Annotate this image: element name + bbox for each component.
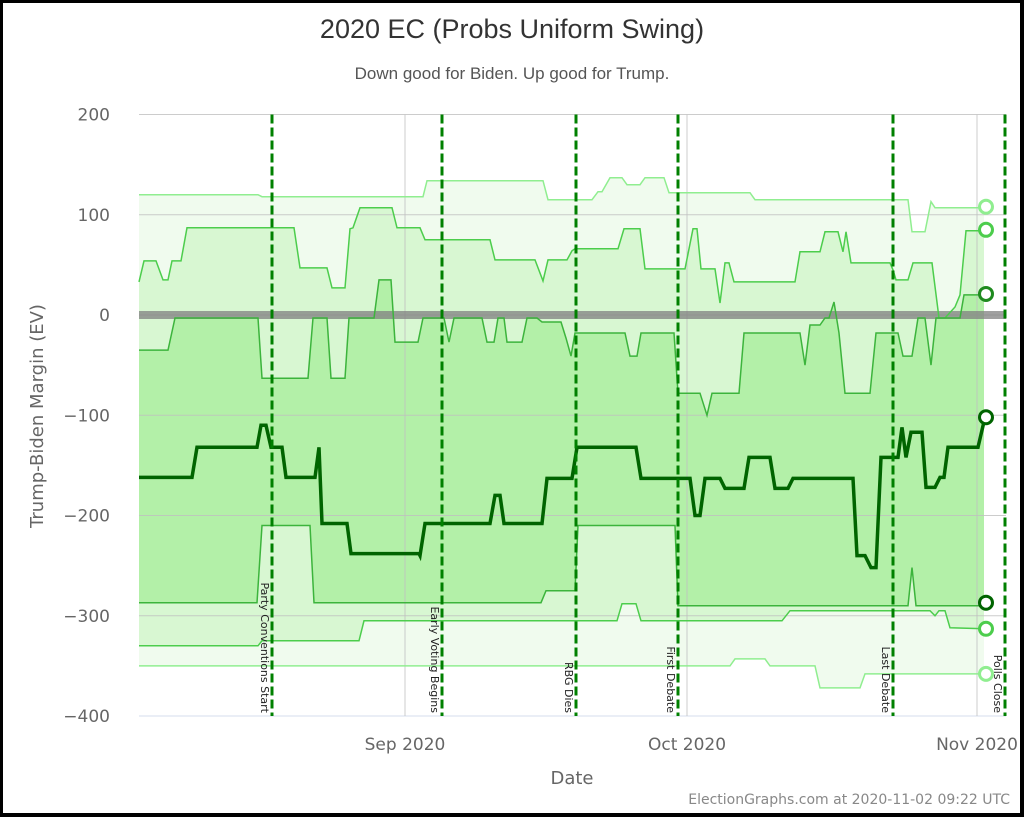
series-line-inner-upper [139, 279, 984, 419]
event-label: Last Debate [879, 647, 892, 714]
zero-line [139, 311, 1006, 319]
event-label: RBG Dies [562, 662, 575, 713]
series-line-mid-lower [139, 602, 985, 647]
endpoint-marker[interactable] [978, 594, 994, 611]
x-tick-label: Nov 2020 [936, 735, 1018, 755]
y-tick-label: −300 [63, 607, 110, 627]
event-label: First Debate [664, 646, 677, 713]
y-tick-label: −400 [63, 707, 110, 727]
event-label: Early Voting Begins [428, 606, 441, 713]
series-line-inner-lower [139, 524, 984, 607]
endpoint-marker[interactable] [978, 665, 994, 682]
endpoint-marker[interactable] [978, 221, 994, 238]
event-label: Polls Close [991, 655, 1004, 714]
endpoint-marker[interactable] [978, 285, 994, 302]
x-axis-title: Date [550, 768, 593, 789]
grid-lines [139, 114, 1006, 717]
y-tick-label: 0 [99, 306, 110, 326]
band-1sigma-inner [139, 279, 984, 606]
x-tick-label: Sep 2020 [365, 735, 446, 755]
y-tick-label: −100 [63, 406, 110, 426]
y-axis-title: Trump-Biden Margin (EV) [27, 304, 48, 529]
chart-subtitle: Down good for Biden. Up good for Trump. [354, 64, 670, 83]
endpoint-marker[interactable] [978, 620, 994, 637]
series-line-mid-upper [138, 206, 984, 319]
x-axis-ticks: Sep 2020 Oct 2020 Nov 2020 [365, 735, 1018, 755]
y-axis-ticks: 200 100 0 −100 −200 −300 −400 [63, 106, 110, 728]
event-markers: Party Conventions Start Early Voting Begi… [258, 114, 1007, 716]
x-tick-label: Oct 2020 [648, 735, 726, 755]
endpoint-markers [978, 198, 994, 682]
series-line-median [139, 416, 987, 570]
credit-link[interactable]: ElectionGraphs.com at 2020-11-02 09:22 U… [688, 792, 1010, 808]
y-tick-label: −200 [63, 507, 110, 527]
endpoint-marker[interactable] [978, 409, 994, 426]
series-line-outer-upper [139, 176, 984, 233]
endpoint-marker[interactable] [978, 198, 994, 215]
chart-title: 2020 EC (Probs Uniform Swing) [319, 14, 705, 44]
y-tick-label: 100 [78, 206, 110, 226]
series-lines [138, 176, 987, 689]
series-line-outer-lower [139, 658, 984, 689]
event-label: Party Conventions Start [258, 582, 271, 713]
y-tick-label: 200 [78, 106, 110, 126]
